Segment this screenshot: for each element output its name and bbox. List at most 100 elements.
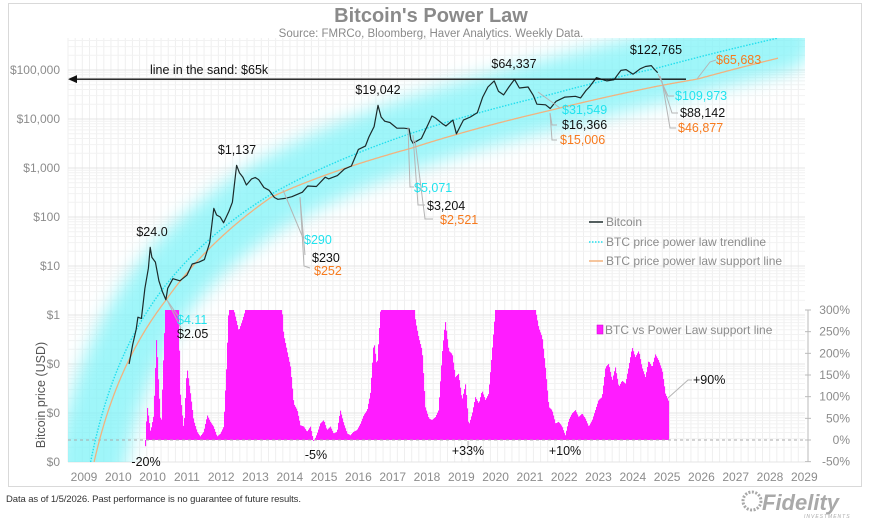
y2-tick-label: 300% <box>819 303 850 317</box>
histogram-bar <box>343 422 345 440</box>
histogram-bar <box>491 359 493 440</box>
histogram-bar <box>211 423 213 440</box>
histogram-bar <box>332 430 334 440</box>
histogram-bar <box>179 350 181 440</box>
histogram-bar <box>390 310 392 440</box>
histogram-bar <box>417 330 419 440</box>
histogram-bar <box>557 422 559 440</box>
histogram-bar <box>204 428 206 440</box>
histogram-bar <box>267 310 269 440</box>
annotation-support-2018: $2,521 <box>440 213 478 227</box>
histogram-bar <box>397 310 399 440</box>
histogram-bar <box>639 353 641 440</box>
histogram-bar <box>219 434 221 440</box>
histogram-bar <box>483 394 485 440</box>
histogram-bar <box>545 367 547 440</box>
histogram-bar <box>571 414 573 440</box>
x-tick-label: 2010 <box>105 470 132 484</box>
histogram-bar <box>230 310 232 440</box>
histogram-bar <box>540 332 542 440</box>
histogram-bar <box>621 381 623 440</box>
histogram-bar <box>569 418 571 440</box>
histogram-bar <box>613 375 615 440</box>
histogram-bar <box>573 412 575 440</box>
histogram-bar <box>500 310 502 440</box>
histogram-bar <box>454 369 456 440</box>
x-tick-label: 2029 <box>791 470 818 484</box>
histogram-bar <box>234 312 236 440</box>
histogram-bar <box>584 417 586 440</box>
histogram-bar <box>279 310 281 440</box>
annotation-hist-2015: -5% <box>305 448 327 462</box>
histogram-bar <box>307 431 309 440</box>
histogram-bar <box>347 433 349 440</box>
histogram-bar <box>435 417 437 440</box>
leader-line <box>696 59 717 80</box>
histogram-bar <box>247 310 249 440</box>
histogram-bar <box>481 393 483 440</box>
histogram-bar <box>293 400 295 440</box>
histogram-bar <box>496 310 498 440</box>
histogram-bar <box>283 331 285 440</box>
x-tick-label: 2017 <box>379 470 406 484</box>
histogram-bar <box>420 344 422 440</box>
histogram-bar <box>456 376 458 440</box>
annotation-peak-2017: $19,042 <box>355 83 400 97</box>
histogram-bar <box>472 412 474 440</box>
histogram-bar <box>169 310 171 440</box>
histogram-bar <box>552 411 554 440</box>
histogram-bar <box>466 395 468 440</box>
histogram-bar <box>433 418 435 440</box>
histogram-bar <box>381 310 383 440</box>
annotation-hist-2019: +33% <box>452 444 484 458</box>
histogram-bar <box>591 421 593 440</box>
histogram-bar <box>363 416 365 440</box>
histogram-bar <box>277 310 279 440</box>
histogram-bar <box>514 310 516 440</box>
histogram-bar <box>400 310 402 440</box>
y-tick-label: $1 <box>47 308 61 322</box>
histogram-bar <box>208 417 210 440</box>
histogram-bar <box>502 310 504 440</box>
histogram-bar <box>659 362 661 440</box>
histogram-bar <box>264 310 266 440</box>
histogram-bar <box>380 311 382 440</box>
x-tick-label: 2026 <box>688 470 715 484</box>
legend-label-histogram: BTC vs Power Law support line <box>605 323 773 337</box>
histogram-bar <box>476 399 478 440</box>
logo-wordmark: Fidelity <box>762 490 841 515</box>
histogram-bar <box>384 310 386 440</box>
histogram-bar <box>236 320 238 440</box>
legend-label-bitcoin: Bitcoin <box>606 215 642 229</box>
histogram-bar <box>250 310 252 440</box>
histogram-bar <box>220 433 222 440</box>
histogram-bar <box>276 310 278 440</box>
histogram-bar <box>457 374 459 440</box>
histogram-bar <box>593 416 595 440</box>
histogram-bar <box>214 428 216 440</box>
histogram-bar <box>367 409 369 440</box>
histogram-bar <box>318 429 320 440</box>
histogram-bar <box>600 398 602 440</box>
histogram-bar <box>362 418 364 440</box>
histogram-bar <box>631 351 633 440</box>
histogram-bar <box>201 434 203 440</box>
y-tick-label: $10,000 <box>17 112 61 126</box>
histogram-bar <box>429 418 431 440</box>
histogram-bar <box>335 432 337 440</box>
histogram-bar <box>355 430 357 440</box>
histogram-bar <box>612 379 614 440</box>
trendline <box>89 38 779 462</box>
histogram-bar <box>578 416 580 440</box>
histogram-bar <box>322 421 324 440</box>
annotation-peak-2011: $24.0 <box>136 225 167 239</box>
histogram-bar <box>519 310 521 440</box>
support-line <box>93 57 779 462</box>
histogram-bar <box>360 423 362 440</box>
x-axis: 2009 2010 2010 2011 2012 2013 2014 2015 2016 2017… <box>71 470 818 484</box>
histogram-bar <box>642 368 644 440</box>
legend: Bitcoin BTC price power law trendline BT… <box>589 215 782 337</box>
leader-line <box>282 189 304 239</box>
histogram-bar <box>297 411 299 440</box>
histogram-bar <box>386 310 388 440</box>
